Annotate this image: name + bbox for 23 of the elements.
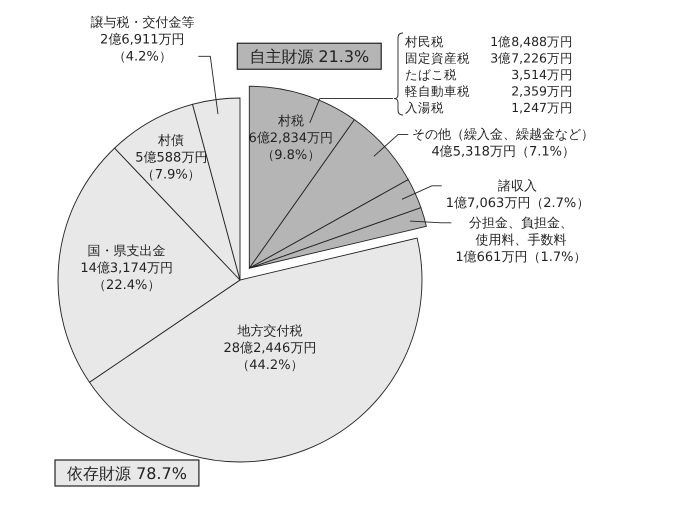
slice-label: 譲与税・交付金等 [90,14,194,30]
text: たばこ税 3,514万円 [405,66,573,82]
caption-box: 依存財源 78.7% [54,459,200,487]
text: 村民税 1億8,488万円 [405,34,573,48]
data-label: 6億2,834万円（9.8%） [248,130,334,162]
text: 軽自動車税 2,359万円 [405,83,573,98]
data-label: 2億6,911万円（4.2%） [100,32,185,64]
text: 固定資産税 3億7,226万円 [405,50,573,65]
slice-label: 地方交付税 [236,322,302,338]
data-label: 28億2,446万円（44.2%） [224,340,316,372]
legend-label: 分担金、負担金、使用料、手数料 [468,215,573,248]
slice-label: 国・県支出金 [88,243,166,258]
data-label: 4億5,318万円（7.1%） [431,144,575,159]
data-label: 1億661万円（1.7%） [455,249,586,264]
slice-label: 村債 [157,133,184,148]
slice-label: 諸収入 [498,178,538,194]
data-label: 5億588万円（7.9%） [135,150,208,182]
slice-label: その他（繰入金、繰越金など） [412,126,594,142]
data-label: 1億7,063万円（2.7%） [446,195,590,210]
text: 入湯税 1,247万円 [405,100,573,114]
data-label: 14億3,174万円（22.4%） [80,260,174,292]
caption-box: 自主財源 21.3% [236,42,382,70]
slice-label: 村税 [276,113,304,128]
